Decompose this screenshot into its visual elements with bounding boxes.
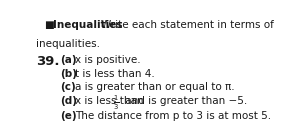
Text: (e): (e) bbox=[60, 111, 76, 121]
Text: The distance from p to 3 is at most 5.: The distance from p to 3 is at most 5. bbox=[75, 111, 271, 121]
Text: $\frac{1}{3}$: $\frac{1}{3}$ bbox=[113, 94, 119, 112]
Text: 39.: 39. bbox=[36, 55, 60, 68]
Text: ■: ■ bbox=[44, 20, 53, 30]
Text: Inequalities: Inequalities bbox=[53, 20, 123, 30]
Text: (c): (c) bbox=[60, 82, 75, 92]
Text: a is greater than or equal to π.: a is greater than or equal to π. bbox=[75, 82, 235, 92]
Text: (d): (d) bbox=[60, 96, 77, 106]
Text: x is less than: x is less than bbox=[75, 96, 147, 106]
Text: Write each statement in terms of: Write each statement in terms of bbox=[101, 20, 274, 30]
Text: t is less than 4.: t is less than 4. bbox=[75, 69, 155, 79]
Text: and is greater than −5.: and is greater than −5. bbox=[122, 96, 247, 106]
Text: inequalities.: inequalities. bbox=[36, 39, 100, 49]
Text: (a): (a) bbox=[60, 55, 76, 65]
Text: (b): (b) bbox=[60, 69, 77, 79]
Text: x is positive.: x is positive. bbox=[75, 55, 141, 65]
